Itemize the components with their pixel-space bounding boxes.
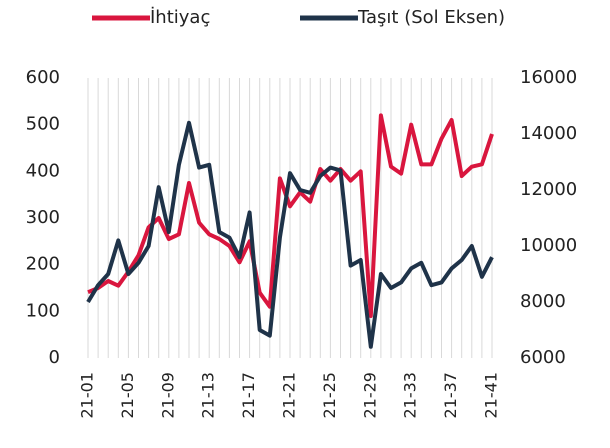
y-tick-label: 600 [26,67,60,88]
x-tick-label: 21-25 [320,372,339,419]
y-tick-label: 500 [26,114,60,135]
y-tick-label: 400 [26,160,60,181]
y-tick-label: 200 [26,254,60,275]
y-tick-label: 100 [26,300,60,321]
x-tick-label: 21-21 [280,372,299,419]
y2-tick-label: 16000 [520,67,577,88]
x-tick-label: 21-01 [78,372,97,419]
x-tick-label: 21-29 [360,372,379,419]
legend-label: Taşıt (Sol Eksen) [357,7,505,28]
x-tick-label: 21-05 [118,372,137,419]
y2-tick-label: 6000 [520,347,566,368]
x-tick-label: 21-37 [441,372,460,419]
x-tick-label: 21-41 [482,372,501,419]
x-tick-label: 21-13 [199,372,218,419]
y-tick-label: 300 [26,207,60,228]
y2-tick-label: 12000 [520,179,577,200]
x-tick-label: 21-17 [239,372,258,419]
y2-tick-label: 10000 [520,235,577,256]
x-tick-label: 21-33 [401,372,420,419]
legend-label: İhtiyaç [150,7,210,28]
x-tick-label: 21-09 [158,372,177,419]
y2-tick-label: 14000 [520,123,577,144]
y2-tick-label: 8000 [520,291,566,312]
y-tick-label: 0 [49,347,60,368]
line-series [87,113,494,318]
line-series [86,120,494,349]
